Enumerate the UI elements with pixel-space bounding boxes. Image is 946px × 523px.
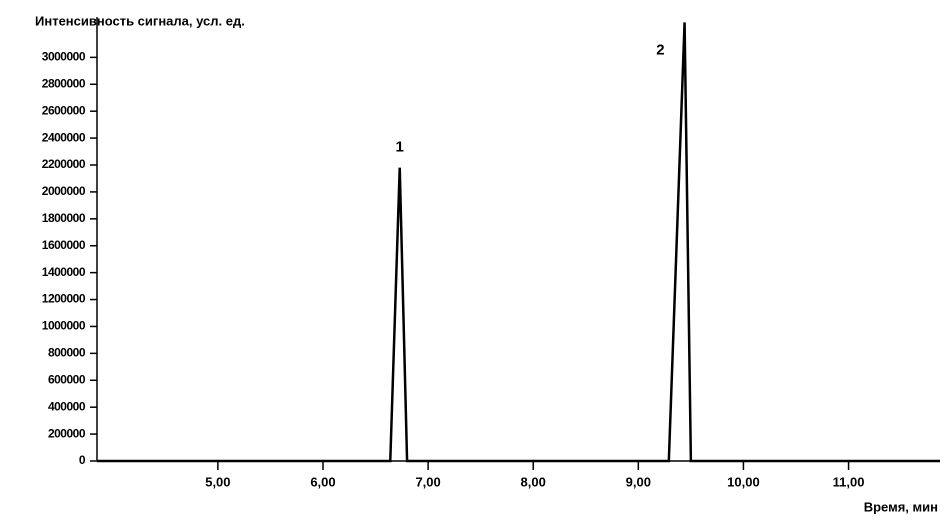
y-tick-label: 0 [79,453,86,467]
y-tick-label: 1600000 [42,238,86,252]
chromatogram-line [97,22,940,463]
x-tick-label: 6,00 [310,474,335,489]
y-tick-label: 1000000 [42,319,86,333]
peak-label: 2 [656,42,664,59]
y-tick-label: 1200000 [42,292,86,306]
y-tick-label: 800000 [48,346,86,360]
y-tick-label: 2800000 [42,76,86,90]
y-tick-label: 600000 [48,372,86,386]
y-tick-label: 2200000 [42,157,86,171]
y-tick-label: 3000000 [42,50,86,64]
y-tick-label: 1800000 [42,211,86,225]
y-tick-label: 2400000 [42,130,86,144]
x-tick-label: 9,00 [626,474,651,489]
y-tick-label: 2600000 [42,103,86,117]
y-axis-label: Интенсивность сигнала, усл. ед. [35,13,245,28]
y-tick-label: 1400000 [42,265,86,279]
y-tick-label: 200000 [48,426,86,440]
x-tick-label: 5,00 [205,474,230,489]
peak-label: 1 [396,138,404,155]
y-tick-label: 2000000 [42,184,86,198]
x-axis-label: Время, мин [864,499,938,514]
x-tick-label: 11,00 [833,474,865,489]
x-tick-label: 8,00 [521,474,546,489]
y-tick-label: 400000 [48,399,86,413]
x-tick-label: 10,00 [727,474,760,489]
x-tick-label: 7,00 [415,474,440,489]
